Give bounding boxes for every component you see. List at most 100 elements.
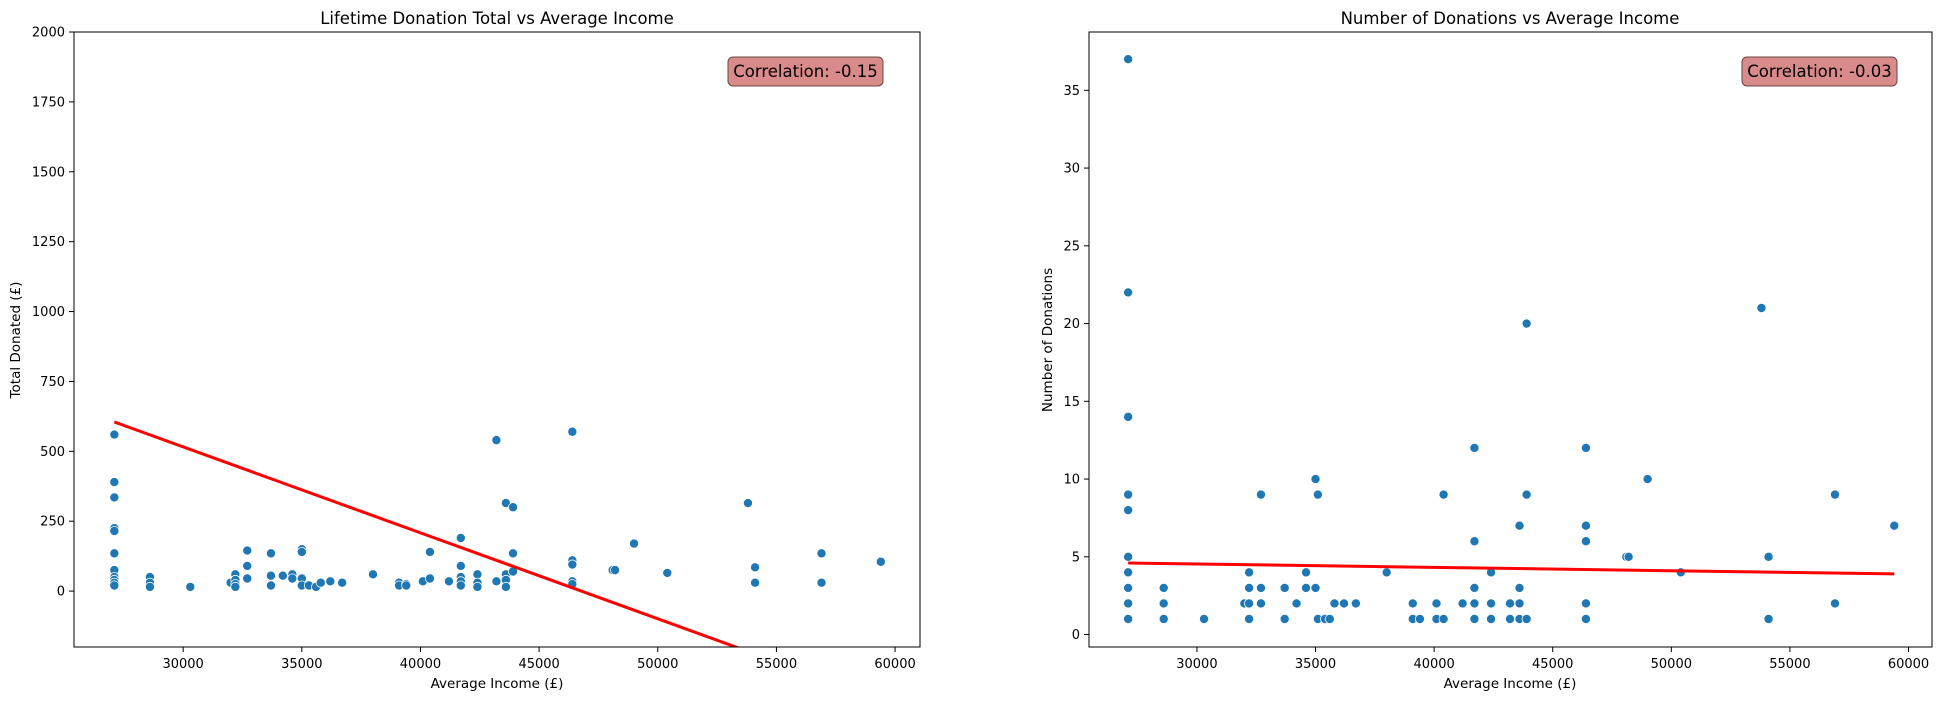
x-axis-label: Average Income (£) bbox=[431, 676, 564, 692]
data-point bbox=[424, 573, 435, 584]
data-point bbox=[1580, 442, 1591, 453]
data-point bbox=[1329, 598, 1340, 609]
data-point bbox=[1310, 474, 1321, 485]
data-point bbox=[1199, 614, 1210, 625]
data-point bbox=[265, 570, 276, 581]
data-point bbox=[1279, 614, 1290, 625]
y-tick-label: 500 bbox=[40, 445, 65, 460]
data-point bbox=[1763, 614, 1774, 625]
data-point bbox=[1829, 598, 1840, 609]
data-point bbox=[277, 570, 288, 581]
data-point bbox=[1381, 567, 1392, 578]
data-point bbox=[1312, 489, 1323, 500]
y-tick-label: 30 bbox=[1063, 162, 1080, 177]
data-point bbox=[742, 498, 753, 509]
data-point bbox=[265, 580, 276, 591]
data-point bbox=[455, 580, 466, 591]
data-point bbox=[750, 562, 761, 573]
chart-title: Lifetime Donation Total vs Average Incom… bbox=[320, 9, 674, 28]
data-point bbox=[1829, 489, 1840, 500]
y-tick-label: 2000 bbox=[32, 26, 65, 41]
y-tick-label: 35 bbox=[1063, 84, 1080, 99]
correlation-annotation: Correlation: -0.03 bbox=[1747, 62, 1891, 81]
data-point bbox=[1469, 598, 1480, 609]
data-point bbox=[325, 576, 336, 587]
data-point bbox=[109, 429, 120, 440]
y-tick-label: 0 bbox=[57, 585, 65, 600]
data-point bbox=[1505, 614, 1516, 625]
data-point bbox=[1310, 582, 1321, 593]
regression-line bbox=[113, 420, 741, 647]
data-point bbox=[443, 576, 454, 587]
data-point bbox=[816, 577, 827, 588]
data-point bbox=[629, 538, 640, 549]
data-point bbox=[508, 548, 519, 559]
data-point bbox=[491, 576, 502, 587]
data-point bbox=[567, 559, 578, 570]
data-point bbox=[1642, 474, 1653, 485]
data-point bbox=[1123, 582, 1134, 593]
y-tick-label: 1000 bbox=[32, 305, 65, 320]
data-point bbox=[109, 580, 120, 591]
data-point bbox=[1414, 614, 1425, 625]
data-point bbox=[1469, 614, 1480, 625]
x-tick-label: 45000 bbox=[518, 657, 559, 672]
x-tick-label: 55000 bbox=[1769, 657, 1810, 672]
data-point bbox=[1350, 598, 1361, 609]
data-point bbox=[109, 548, 120, 559]
data-point bbox=[1580, 520, 1591, 531]
data-point bbox=[424, 546, 435, 557]
data-point bbox=[1431, 598, 1442, 609]
data-point bbox=[567, 426, 578, 437]
axes-frame bbox=[73, 31, 921, 648]
data-point bbox=[230, 581, 241, 592]
x-tick-label: 40000 bbox=[400, 657, 441, 672]
y-tick-label: 1500 bbox=[32, 165, 65, 180]
data-point bbox=[1521, 614, 1532, 625]
data-point bbox=[1279, 582, 1290, 593]
data-point bbox=[455, 560, 466, 571]
data-point bbox=[1338, 598, 1349, 609]
y-axis-label: Total Donated (£) bbox=[8, 282, 24, 400]
data-point bbox=[368, 569, 379, 580]
correlation-annotation: Correlation: -0.15 bbox=[733, 62, 877, 81]
data-point bbox=[500, 581, 511, 592]
axes-frame bbox=[1088, 31, 1933, 648]
data-point bbox=[491, 435, 502, 446]
chart-title: Number of Donations vs Average Income bbox=[1341, 9, 1680, 28]
data-point bbox=[1438, 614, 1449, 625]
x-tick-label: 35000 bbox=[1295, 657, 1336, 672]
data-point bbox=[1756, 303, 1767, 314]
data-point bbox=[242, 545, 253, 556]
data-point bbox=[1580, 598, 1591, 609]
plot-area bbox=[109, 420, 886, 647]
chart-donation-total: Lifetime Donation Total vs Average Incom… bbox=[8, 9, 921, 692]
data-point bbox=[315, 577, 326, 588]
data-point bbox=[144, 581, 155, 592]
data-point bbox=[185, 581, 196, 592]
data-point bbox=[1255, 582, 1266, 593]
data-point bbox=[1123, 551, 1134, 562]
data-point bbox=[1158, 614, 1169, 625]
y-tick-label: 15 bbox=[1063, 395, 1080, 410]
data-point bbox=[1623, 551, 1634, 562]
data-point bbox=[109, 492, 120, 503]
data-point bbox=[1486, 598, 1497, 609]
data-point bbox=[1324, 614, 1335, 625]
data-point bbox=[1244, 567, 1255, 578]
data-point bbox=[1514, 520, 1525, 531]
data-point bbox=[750, 577, 761, 588]
data-point bbox=[1521, 489, 1532, 500]
data-point bbox=[1291, 598, 1302, 609]
data-point bbox=[265, 548, 276, 559]
data-point bbox=[472, 581, 483, 592]
data-point bbox=[296, 546, 307, 557]
data-point bbox=[1158, 582, 1169, 593]
data-point bbox=[662, 567, 673, 578]
data-point bbox=[337, 577, 348, 588]
data-point bbox=[1123, 614, 1134, 625]
data-point bbox=[1505, 598, 1516, 609]
data-point bbox=[109, 477, 120, 488]
y-tick-label: 0 bbox=[1072, 628, 1080, 643]
x-tick-label: 55000 bbox=[756, 657, 797, 672]
